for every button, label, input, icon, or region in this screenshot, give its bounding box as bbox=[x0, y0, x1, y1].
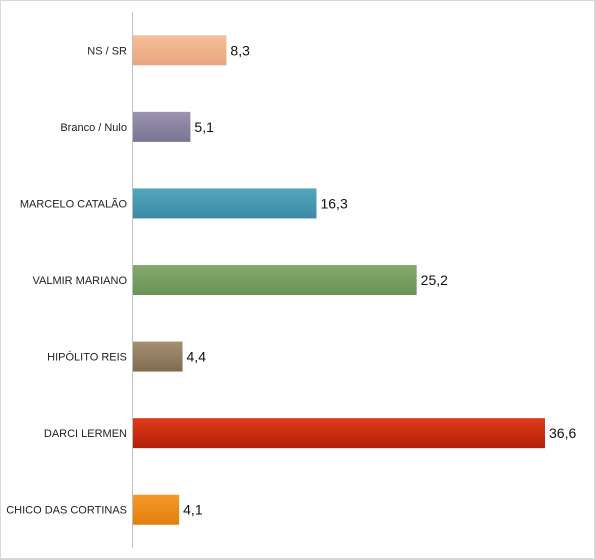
category-label: MARCELO CATALÃO bbox=[20, 197, 128, 210]
bar-4 bbox=[133, 341, 183, 372]
category-label: HIPÓLITO REIS bbox=[47, 351, 127, 364]
data-label: 16,3 bbox=[320, 195, 347, 211]
category-label: CHICO DAS CORTINAS bbox=[6, 505, 127, 517]
data-label: 25,2 bbox=[421, 272, 448, 288]
data-label: 5,1 bbox=[194, 119, 214, 135]
bar-6 bbox=[133, 494, 180, 525]
category-label: DARCI LERMEN bbox=[44, 428, 127, 440]
data-label: 36,6 bbox=[549, 425, 576, 441]
category-label: Branco / Nulo bbox=[60, 122, 127, 134]
bar-1 bbox=[133, 111, 191, 142]
bar-2 bbox=[133, 188, 317, 219]
bars-group: NS / SR 8,3 Branco / Nulo 5,1 MARCELO CATALÃ… bbox=[6, 35, 576, 525]
data-label: 4,4 bbox=[187, 349, 207, 365]
bar-0 bbox=[133, 35, 227, 66]
data-label: 4,1 bbox=[183, 502, 203, 518]
category-label: VALMIR MARIANO bbox=[32, 275, 127, 287]
data-label: 8,3 bbox=[230, 42, 250, 58]
bar-5 bbox=[133, 418, 545, 449]
bar-3 bbox=[133, 265, 417, 295]
category-label: NS / SR bbox=[87, 45, 127, 57]
